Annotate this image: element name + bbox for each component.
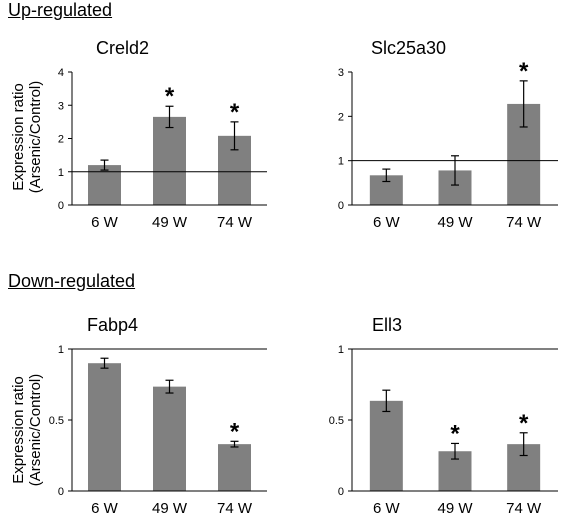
section-title-down: Down-regulated <box>8 271 136 291</box>
x-tick-label: 6 W <box>373 214 401 231</box>
x-tick-label: 6 W <box>91 500 119 513</box>
y-tick-label: 4 <box>58 67 64 79</box>
significance-asterisk: * <box>519 410 529 437</box>
significance-asterisk: * <box>230 418 240 445</box>
y-tick-label: 2 <box>58 134 64 146</box>
x-tick-label: 49 W <box>437 214 473 231</box>
x-tick-label: 74 W <box>217 214 253 231</box>
bar-49w <box>153 386 186 491</box>
y-tick-label: 3 <box>338 67 344 79</box>
y-tick-label: 1 <box>58 344 64 356</box>
significance-asterisk: * <box>165 83 175 110</box>
x-tick-label: 49 W <box>437 500 473 513</box>
y-tick-label: 1 <box>338 156 344 168</box>
y-tick-label: 1 <box>338 344 344 356</box>
y-tick-label: 0 <box>58 486 64 498</box>
chart-title: Slc25a30 <box>371 38 446 58</box>
y-tick-label: 0 <box>338 486 344 498</box>
x-tick-label: 74 W <box>506 214 542 231</box>
y-tick-label: 1 <box>58 167 64 179</box>
x-tick-label: 49 W <box>152 500 188 513</box>
y-tick-label: 0.5 <box>49 415 64 427</box>
bar-6w <box>88 363 121 491</box>
section-title-up: Up-regulated <box>8 0 113 20</box>
x-tick-label: 49 W <box>152 214 188 231</box>
bar-6w <box>88 165 121 205</box>
y-tick-label: 2 <box>338 111 344 123</box>
chart-title: Fabp4 <box>87 315 138 335</box>
y-tick-label: 0 <box>58 200 64 212</box>
significance-asterisk: * <box>230 99 240 126</box>
y-tick-label: 0 <box>338 200 344 212</box>
x-tick-label: 6 W <box>91 214 119 231</box>
bar-74w <box>218 444 251 491</box>
chart-title: Creld2 <box>96 38 149 58</box>
bar-49w <box>153 116 186 205</box>
bar-6w <box>369 400 403 491</box>
x-tick-label: 74 W <box>506 500 542 513</box>
chart-title: Ell3 <box>372 315 402 335</box>
x-tick-label: 6 W <box>373 500 401 513</box>
y-tick-label: 3 <box>58 100 64 112</box>
significance-asterisk: * <box>450 420 460 447</box>
significance-asterisk: * <box>519 58 529 85</box>
y-tick-label: 0.5 <box>329 415 344 427</box>
x-tick-label: 74 W <box>217 500 253 513</box>
